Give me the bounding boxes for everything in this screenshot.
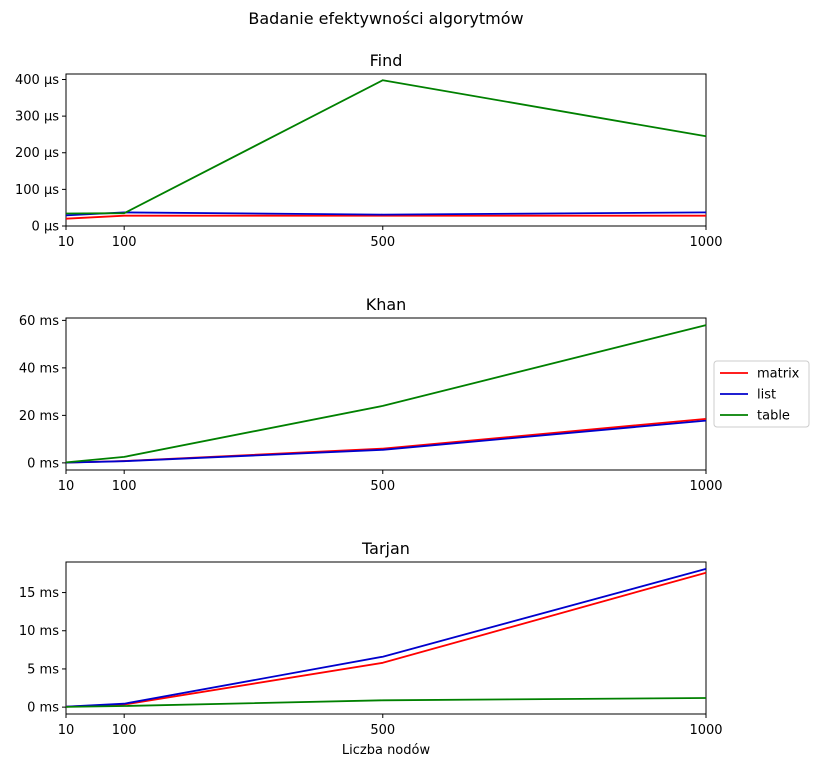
legend-label-list: list [757, 388, 776, 403]
series-line-matrix [65, 571, 707, 708]
x-tick-label: 500 [370, 235, 395, 250]
series-line-table [65, 697, 707, 708]
axes-frame [65, 317, 707, 471]
y-tick-label: 10 ms [19, 624, 59, 639]
y-tick-label: 100 µs [15, 183, 59, 198]
axes-frame [65, 561, 707, 715]
y-tick-label: 0 ms [27, 701, 59, 716]
x-tick-label: 100 [112, 235, 137, 250]
y-tick-label: 60 ms [19, 314, 59, 329]
x-tick-label: 1000 [689, 479, 722, 494]
y-tick-label: 200 µs [15, 146, 59, 161]
x-tick-label: 10 [58, 235, 75, 250]
x-tick-label: 100 [112, 723, 137, 738]
x-tick-label: 500 [370, 723, 395, 738]
legend-label-matrix: matrix [757, 367, 800, 382]
y-tick-label: 0 µs [32, 220, 60, 235]
y-tick-label: 0 ms [27, 456, 59, 471]
y-tick-label: 40 ms [19, 361, 59, 376]
subplot-khan: Khan 0 ms 20 ms 40 ms 60 ms 10 100 500 1000 [19, 295, 723, 494]
y-tick-label: 300 µs [15, 110, 59, 125]
subplot-title: Tarjan [361, 539, 410, 558]
subplot-find: Find 0 µs 100 µs 200 µs 300 µs 400 µs 10 100 500… [15, 51, 723, 250]
series-line-table [65, 324, 707, 464]
series-line-matrix [65, 418, 707, 464]
x-tick-label: 500 [370, 479, 395, 494]
series-line-list [65, 568, 707, 708]
y-tick-label: 5 ms [27, 662, 59, 677]
legend: matrix list table [713, 360, 810, 428]
y-tick-label: 20 ms [19, 409, 59, 424]
x-tick-label: 1000 [689, 723, 722, 738]
x-tick-label: 10 [58, 723, 75, 738]
legend-box [713, 360, 810, 428]
y-tick-label: 400 µs [15, 73, 59, 88]
subplots: Find 0 µs 100 µs 200 µs 300 µs 400 µs 10 100 500… [15, 51, 723, 738]
x-tick-label: 10 [58, 479, 75, 494]
figure-suptitle: Badanie efektywności algorytmów [248, 9, 523, 28]
x-tick-label: 1000 [689, 235, 722, 250]
subplot-title: Khan [366, 295, 407, 314]
subplot-tarjan: Tarjan 0 ms 5 ms 10 ms 15 ms 10 100 500 1000 [19, 539, 723, 738]
x-axis-label: Liczba nodów [342, 743, 431, 758]
subplot-title: Find [370, 51, 403, 70]
y-tick-label: 15 ms [19, 586, 59, 601]
x-tick-label: 100 [112, 479, 137, 494]
legend-label-table: table [757, 409, 790, 424]
series-line-table [65, 79, 707, 215]
axes-frame [65, 73, 707, 227]
series-line-list [65, 419, 707, 464]
series-line-matrix [65, 214, 706, 220]
